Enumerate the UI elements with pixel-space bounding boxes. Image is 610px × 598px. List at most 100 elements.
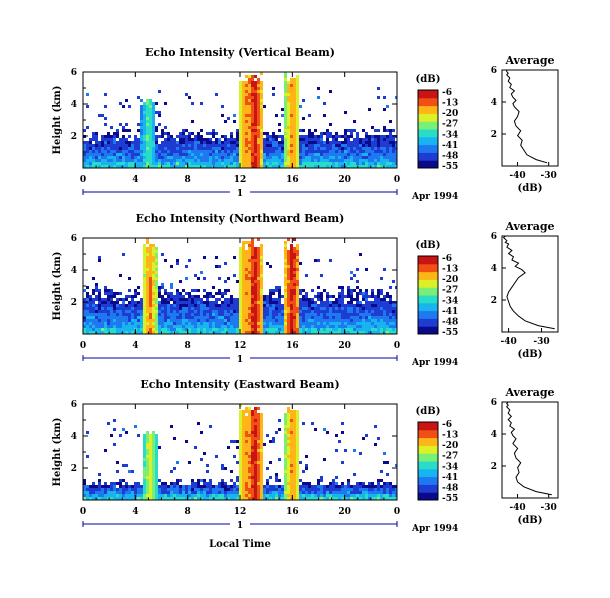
heatmap-cell	[155, 464, 158, 467]
heatmap-cell	[374, 331, 377, 334]
heatmap-cell	[383, 162, 386, 165]
heatmap-cell	[260, 129, 263, 132]
heatmap-cell	[242, 150, 245, 153]
heatmap-cell	[149, 295, 152, 298]
heatmap-cell	[218, 485, 221, 488]
heatmap-cell	[323, 159, 326, 162]
heatmap-cell	[161, 156, 164, 159]
heatmap-cell	[245, 313, 248, 316]
heatmap-cell	[242, 470, 245, 473]
heatmap-cell	[143, 271, 146, 274]
heatmap-cell	[392, 304, 395, 307]
heatmap-cell	[248, 286, 251, 289]
heatmap-cell	[281, 313, 284, 316]
heatmap-cell	[110, 147, 113, 150]
heatmap-cell	[218, 313, 221, 316]
average-y-tick-label: 6	[491, 232, 497, 242]
heatmap-cell	[218, 150, 221, 153]
heatmap-cell	[296, 84, 299, 87]
heatmap-cell	[92, 310, 95, 313]
heatmap-cell	[251, 81, 254, 84]
heatmap-cell	[224, 304, 227, 307]
heatmap-cell	[146, 494, 149, 497]
heatmap-cell	[242, 162, 245, 165]
heatmap-cell	[233, 150, 236, 153]
heatmap-cell	[371, 289, 374, 292]
heatmap-cell	[287, 289, 290, 292]
heatmap-cell	[269, 307, 272, 310]
heatmap-cell	[338, 328, 341, 331]
heatmap-cell	[353, 473, 356, 476]
heatmap-cell	[152, 135, 155, 138]
heatmap-cell	[245, 153, 248, 156]
heatmap-cell	[131, 162, 134, 165]
heatmap-cell	[101, 307, 104, 310]
heatmap-cell	[188, 135, 191, 138]
heatmap-cell	[158, 295, 161, 298]
heatmap-cell	[302, 304, 305, 307]
heatmap-cell	[83, 319, 86, 322]
heatmap-cell	[368, 494, 371, 497]
heatmap-cell	[107, 144, 110, 147]
heatmap-cell	[182, 147, 185, 150]
heatmap-cell	[245, 443, 248, 446]
heatmap-cell	[230, 319, 233, 322]
heatmap-cell	[185, 129, 188, 132]
heatmap-cell	[224, 153, 227, 156]
heatmap-cell	[143, 247, 146, 250]
heatmap-cell	[98, 301, 101, 304]
heatmap-cell	[347, 153, 350, 156]
heatmap-cell	[110, 491, 113, 494]
heatmap-cell	[287, 84, 290, 87]
heatmap-cell	[167, 295, 170, 298]
heatmap-cell	[287, 147, 290, 150]
heatmap-cell	[245, 476, 248, 479]
heatmap-cell	[344, 328, 347, 331]
heatmap-cell	[248, 443, 251, 446]
heatmap-cell	[242, 105, 245, 108]
heatmap-cell	[392, 138, 395, 141]
heatmap-cell	[266, 482, 269, 485]
heatmap-cell	[314, 488, 317, 491]
heatmap-cell	[365, 150, 368, 153]
heatmap-cell	[167, 313, 170, 316]
average-frame	[501, 69, 559, 167]
heatmap-cell	[317, 307, 320, 310]
heatmap-cell	[164, 138, 167, 141]
heatmap-cell	[239, 123, 242, 126]
heatmap-cell	[110, 301, 113, 304]
heatmap-cell	[224, 301, 227, 304]
heatmap-cell	[104, 449, 107, 452]
heatmap-cell	[383, 108, 386, 111]
heatmap-cell	[335, 304, 338, 307]
heatmap-cell	[221, 304, 224, 307]
heatmap-cell	[260, 488, 263, 491]
heatmap-cell	[146, 437, 149, 440]
heatmap-cell	[329, 494, 332, 497]
heatmap-cell	[287, 250, 290, 253]
heatmap-cell	[206, 310, 209, 313]
heatmap-cell	[131, 159, 134, 162]
heatmap-cell	[383, 156, 386, 159]
heatmap-cell	[245, 132, 248, 135]
heatmap-cell	[257, 470, 260, 473]
heatmap-cell	[155, 156, 158, 159]
heatmap-cell	[287, 485, 290, 488]
heatmap-cell	[221, 144, 224, 147]
heatmap-cell	[83, 313, 86, 316]
heatmap-cell	[296, 494, 299, 497]
heatmap-cell	[152, 328, 155, 331]
heatmap-cell	[395, 491, 397, 494]
x-tick-label: 0	[394, 175, 400, 185]
heatmap-cell	[287, 144, 290, 147]
heatmap-cell	[335, 144, 338, 147]
heatmap-cell	[161, 491, 164, 494]
heatmap-cell	[254, 313, 257, 316]
heatmap-cell	[377, 150, 380, 153]
heatmap-cell	[185, 265, 188, 268]
heatmap-cell	[191, 304, 194, 307]
heatmap-cell	[218, 304, 221, 307]
heatmap-cell	[113, 310, 116, 313]
heatmap-cell	[152, 286, 155, 289]
heatmap-cell	[134, 153, 137, 156]
